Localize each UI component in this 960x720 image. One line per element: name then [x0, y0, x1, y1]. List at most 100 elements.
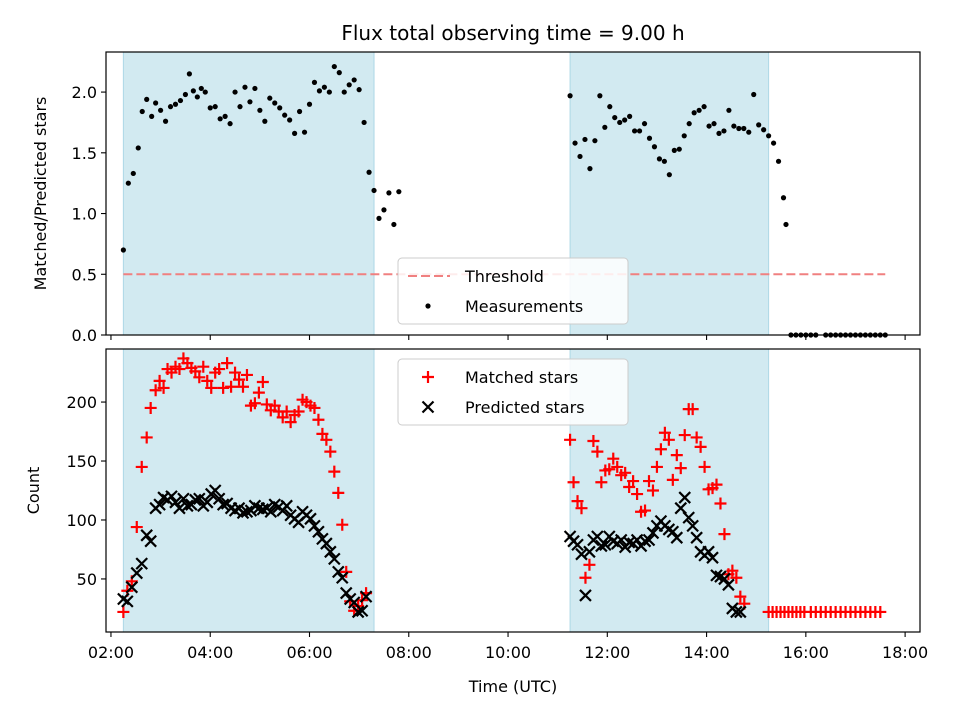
data-point [766, 133, 772, 139]
data-point [597, 93, 603, 99]
data-point [691, 110, 697, 116]
data-point [356, 87, 362, 93]
data-point [386, 190, 392, 196]
data-point [256, 376, 269, 389]
y-tick-label: 150 [66, 452, 97, 471]
data-point [320, 433, 333, 446]
data-point [614, 533, 628, 547]
data-point [654, 443, 667, 456]
data-point [710, 569, 723, 582]
data-point [651, 144, 658, 150]
data-point [277, 105, 283, 111]
data-point [696, 107, 702, 113]
data-point [153, 498, 166, 511]
data-point [207, 105, 213, 111]
data-point [756, 122, 762, 128]
data-point [681, 133, 687, 139]
data-point [678, 429, 691, 442]
data-point [595, 476, 608, 489]
data-point [642, 475, 655, 488]
data-point [282, 112, 288, 118]
series-matched-stars [117, 352, 887, 618]
data-point [734, 590, 747, 603]
data-point [240, 368, 253, 381]
legend-entry: Predicted stars [465, 398, 585, 417]
data-point [587, 166, 593, 172]
data-point [257, 107, 263, 113]
data-point [579, 589, 592, 602]
data-point [324, 445, 337, 458]
data-point [205, 381, 218, 394]
data-point [730, 605, 743, 619]
data-point [686, 403, 699, 416]
data-point [780, 195, 787, 201]
data-point [706, 123, 712, 129]
y-tick-label: 50 [77, 570, 97, 589]
data-point [671, 147, 677, 153]
data-point [607, 452, 620, 465]
data-point [296, 108, 303, 115]
data-point [272, 100, 278, 106]
data-point [631, 488, 644, 501]
data-point [783, 221, 789, 228]
data-point [247, 99, 253, 105]
data-point [371, 187, 377, 194]
data-point [361, 119, 367, 126]
data-point [217, 116, 223, 122]
data-point [197, 360, 210, 373]
x-tick-label: 10:00 [485, 643, 531, 662]
data-point [391, 221, 397, 228]
data-point [173, 501, 186, 515]
data-point [718, 572, 731, 586]
series-predicted-stars [117, 484, 747, 619]
data-point [120, 247, 126, 253]
data-point [670, 531, 684, 544]
data-point [336, 518, 349, 531]
data-point [571, 495, 584, 508]
data-point [642, 533, 656, 547]
data-point [714, 497, 727, 510]
data-point [280, 499, 293, 513]
data-point [726, 107, 732, 113]
y-tick-label: 0.5 [72, 265, 97, 284]
x-tick-label: 16:00 [783, 643, 829, 662]
data-point [252, 386, 265, 399]
data-point [751, 91, 757, 98]
data-point [292, 405, 305, 418]
data-point [619, 466, 632, 479]
data-point [582, 136, 588, 143]
data-point [730, 571, 743, 584]
data-point [336, 70, 342, 76]
legend-box [397, 257, 629, 325]
data-point [216, 498, 230, 511]
data-point [734, 605, 747, 619]
data-point [341, 89, 347, 95]
data-point [674, 462, 687, 475]
data-point [227, 121, 233, 127]
data-point [167, 104, 174, 110]
data-point [656, 156, 663, 162]
data-point [153, 100, 159, 106]
data-point [340, 565, 353, 578]
data-point [736, 125, 742, 132]
data-point [212, 104, 218, 110]
data-point [682, 511, 695, 524]
data-point [676, 146, 682, 152]
legend: Matched stars Predicted stars [397, 358, 629, 426]
axes-frame [105, 348, 921, 633]
data-point [308, 401, 321, 414]
data-point [571, 538, 584, 552]
data-point [622, 117, 628, 123]
data-point [716, 130, 722, 136]
data-point [602, 124, 608, 130]
panel-ratio: 0.0 0.5 1.0 1.5 2.0 Matched/Predicted stars Th… [31, 51, 921, 345]
data-point [591, 445, 604, 458]
data-point [201, 374, 214, 387]
data-point [328, 465, 341, 478]
data-point [189, 493, 202, 507]
data-point [627, 475, 640, 488]
data-point [312, 413, 325, 426]
data-point [328, 552, 341, 566]
data-point [592, 138, 598, 144]
data-point [130, 566, 144, 580]
